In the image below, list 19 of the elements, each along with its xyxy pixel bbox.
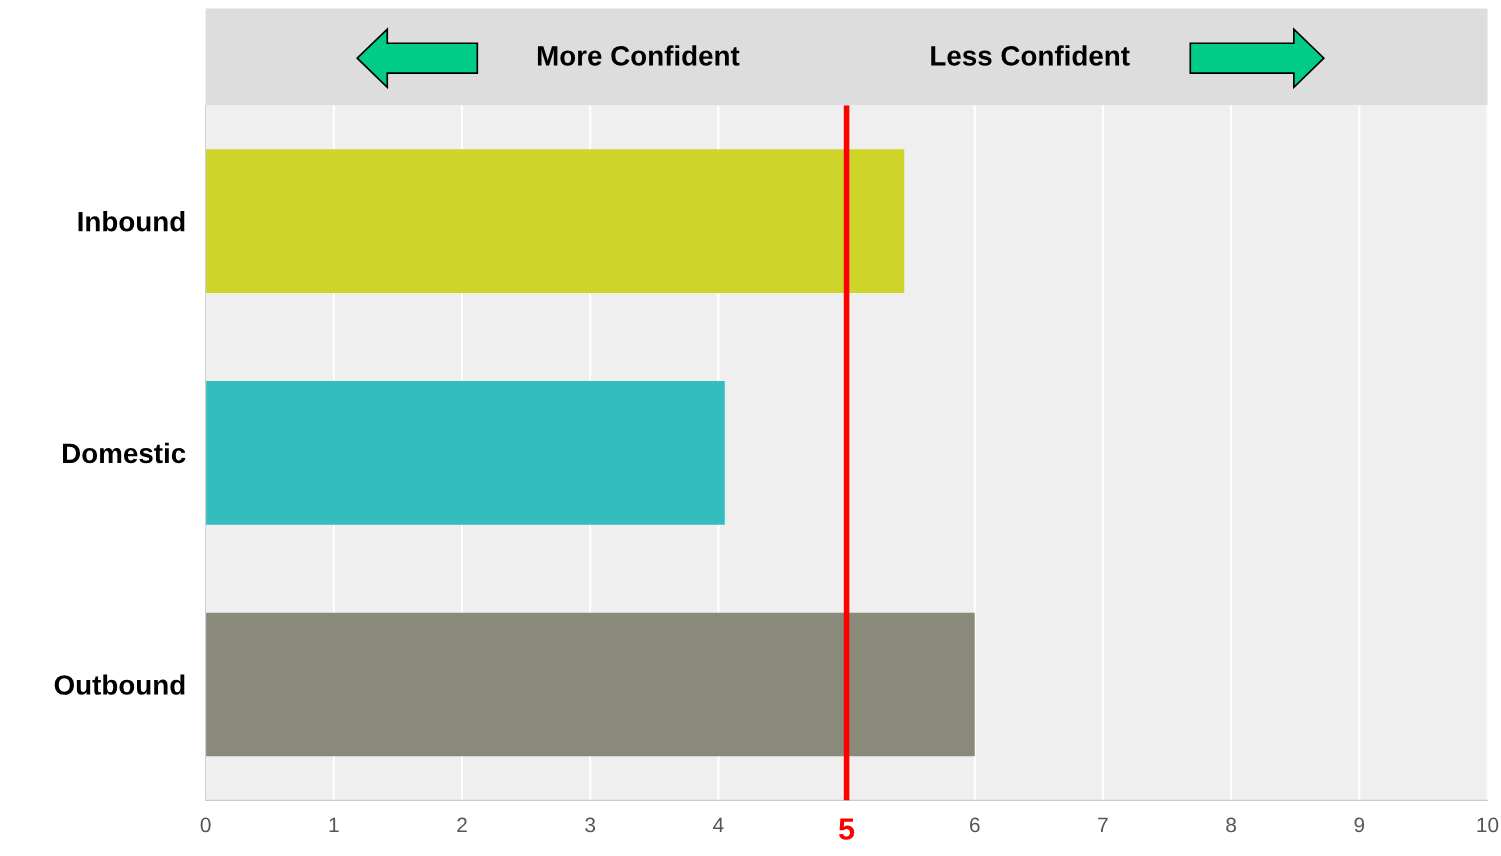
x-tick-label: 1 (329, 817, 339, 833)
x-tick-label: 8 (1226, 817, 1237, 833)
bar (205, 149, 905, 293)
x-tick-label: 9 (1354, 817, 1365, 833)
bar (205, 381, 725, 525)
y-tick-label: Inbound (78, 211, 185, 232)
y-tick-label: Outbound (54, 674, 185, 695)
x-tick-label: 4 (713, 817, 724, 833)
y-tick-label: Domestic (63, 442, 186, 464)
x-tick-label: 10 (1477, 817, 1499, 833)
x-tick-label: 2 (457, 817, 467, 833)
text: Less Confident (931, 45, 1130, 66)
x-tick-label: 0 (200, 817, 211, 833)
text: More Confident (537, 45, 740, 66)
x-tick-label: 6 (970, 817, 980, 833)
bar (205, 612, 975, 757)
x-tick-label: 3 (585, 817, 596, 833)
x-tick-label: 7 (1098, 817, 1108, 833)
ref-line-label: 5 (839, 818, 855, 840)
